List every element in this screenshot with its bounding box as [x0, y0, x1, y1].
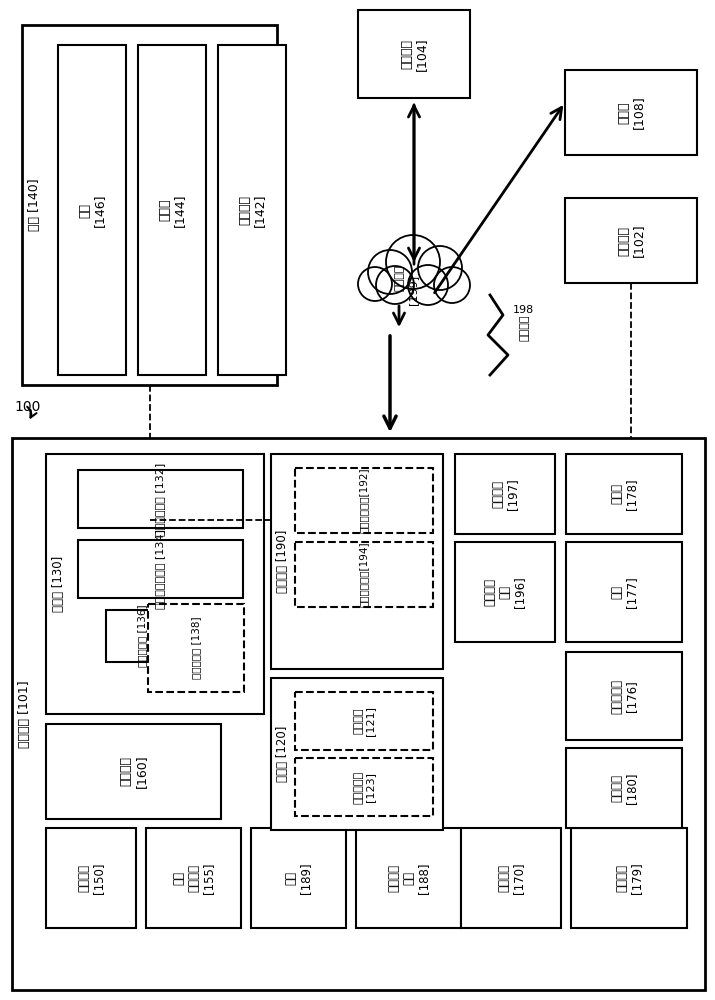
Text: 触觉模块
[179]: 触觉模块 [179] [615, 862, 643, 894]
Bar [356, 828, 461, 928]
Bar [566, 652, 682, 740]
Text: 音频模块
[170]: 音频模块 [170] [497, 862, 525, 894]
Bar [571, 828, 687, 928]
Bar [271, 678, 443, 830]
Bar [251, 828, 346, 928]
Text: 接口
[177]: 接口 [177] [610, 576, 638, 608]
Text: 应用
[146]: 应用 [146] [78, 193, 106, 227]
Bar [358, 10, 470, 98]
Bar [148, 604, 244, 692]
Text: 存储器 [130]: 存储器 [130] [52, 556, 66, 612]
Bar [218, 45, 286, 375]
Bar [565, 198, 697, 283]
Bar [78, 470, 243, 528]
Circle shape [408, 265, 448, 305]
Text: 操作系统
[142]: 操作系统 [142] [238, 193, 266, 227]
Circle shape [368, 250, 412, 294]
Bar [271, 454, 443, 669]
Text: 第二网络: 第二网络 [395, 265, 405, 291]
Circle shape [386, 235, 440, 289]
Text: 198: 198 [513, 305, 534, 315]
Bar [455, 454, 555, 534]
Bar [455, 542, 555, 642]
Text: 100: 100 [14, 400, 40, 414]
Text: 输入装置
[150]: 输入装置 [150] [77, 862, 105, 894]
Text: 内部存储器 [136]: 内部存储器 [136] [137, 605, 147, 667]
Bar [146, 828, 241, 928]
Bar [461, 828, 561, 928]
Text: 辅助处理器
[123]: 辅助处理器 [123] [353, 770, 375, 804]
Bar [138, 45, 206, 375]
Text: 相机模块
[180]: 相机模块 [180] [610, 772, 638, 804]
Text: 易失性存储器 [132]: 易失性存储器 [132] [155, 462, 165, 536]
Text: 电池
[189]: 电池 [189] [285, 862, 312, 894]
Text: 显示装置
[160]: 显示装置 [160] [119, 755, 147, 788]
Text: 主处理器
[121]: 主处理器 [121] [353, 706, 375, 736]
Text: 电子装置 [101]: 电子装置 [101] [17, 680, 31, 748]
Text: 外部存储器 [138]: 外部存储器 [138] [191, 617, 201, 679]
Bar [295, 692, 433, 750]
Text: 电力管理
模块
[188]: 电力管理 模块 [188] [387, 862, 430, 894]
Bar [22, 25, 277, 385]
Circle shape [376, 266, 414, 304]
Text: 传感器模块
[176]: 传感器模块 [176] [610, 678, 638, 714]
Text: 天线模块
[197]: 天线模块 [197] [491, 478, 519, 510]
Bar [78, 540, 243, 598]
Bar [295, 542, 433, 607]
Bar [58, 45, 126, 375]
Text: 无线通信模块[192]: 无线通信模块[192] [359, 468, 369, 533]
Text: 非易失性存储器 [134]: 非易失性存储器 [134] [155, 529, 165, 609]
Text: 有线通信模块[194]: 有线通信模块[194] [359, 542, 369, 607]
Text: 声音
输出装置
[155]: 声音 输出装置 [155] [172, 862, 215, 894]
Circle shape [418, 246, 462, 290]
Bar [295, 468, 433, 533]
Bar [566, 454, 682, 534]
Text: 通信模块 [190]: 通信模块 [190] [277, 530, 290, 593]
Bar [46, 828, 136, 928]
Circle shape [358, 267, 392, 301]
Text: 电子装置
[104]: 电子装置 [104] [400, 37, 428, 71]
Text: 用户识别
模块
[196]: 用户识别 模块 [196] [483, 576, 526, 608]
Bar [566, 748, 682, 828]
Text: 电子装置
[102]: 电子装置 [102] [617, 224, 645, 257]
Text: 第一网络: 第一网络 [520, 315, 530, 341]
Circle shape [434, 267, 470, 303]
Text: 处理器 [120]: 处理器 [120] [277, 726, 290, 782]
Bar [46, 724, 221, 819]
Text: 连接端
[178]: 连接端 [178] [610, 478, 638, 510]
Bar [106, 610, 178, 662]
Bar [295, 758, 433, 816]
Bar [12, 438, 705, 990]
Text: 程序 [140]: 程序 [140] [29, 179, 41, 231]
Text: [199]: [199] [408, 275, 418, 305]
Bar [46, 454, 264, 714]
Bar [565, 70, 697, 155]
Bar [370, 290, 470, 310]
Bar [566, 542, 682, 642]
Text: 服务器
[108]: 服务器 [108] [617, 96, 645, 129]
Text: 中间件
[144]: 中间件 [144] [158, 193, 186, 227]
